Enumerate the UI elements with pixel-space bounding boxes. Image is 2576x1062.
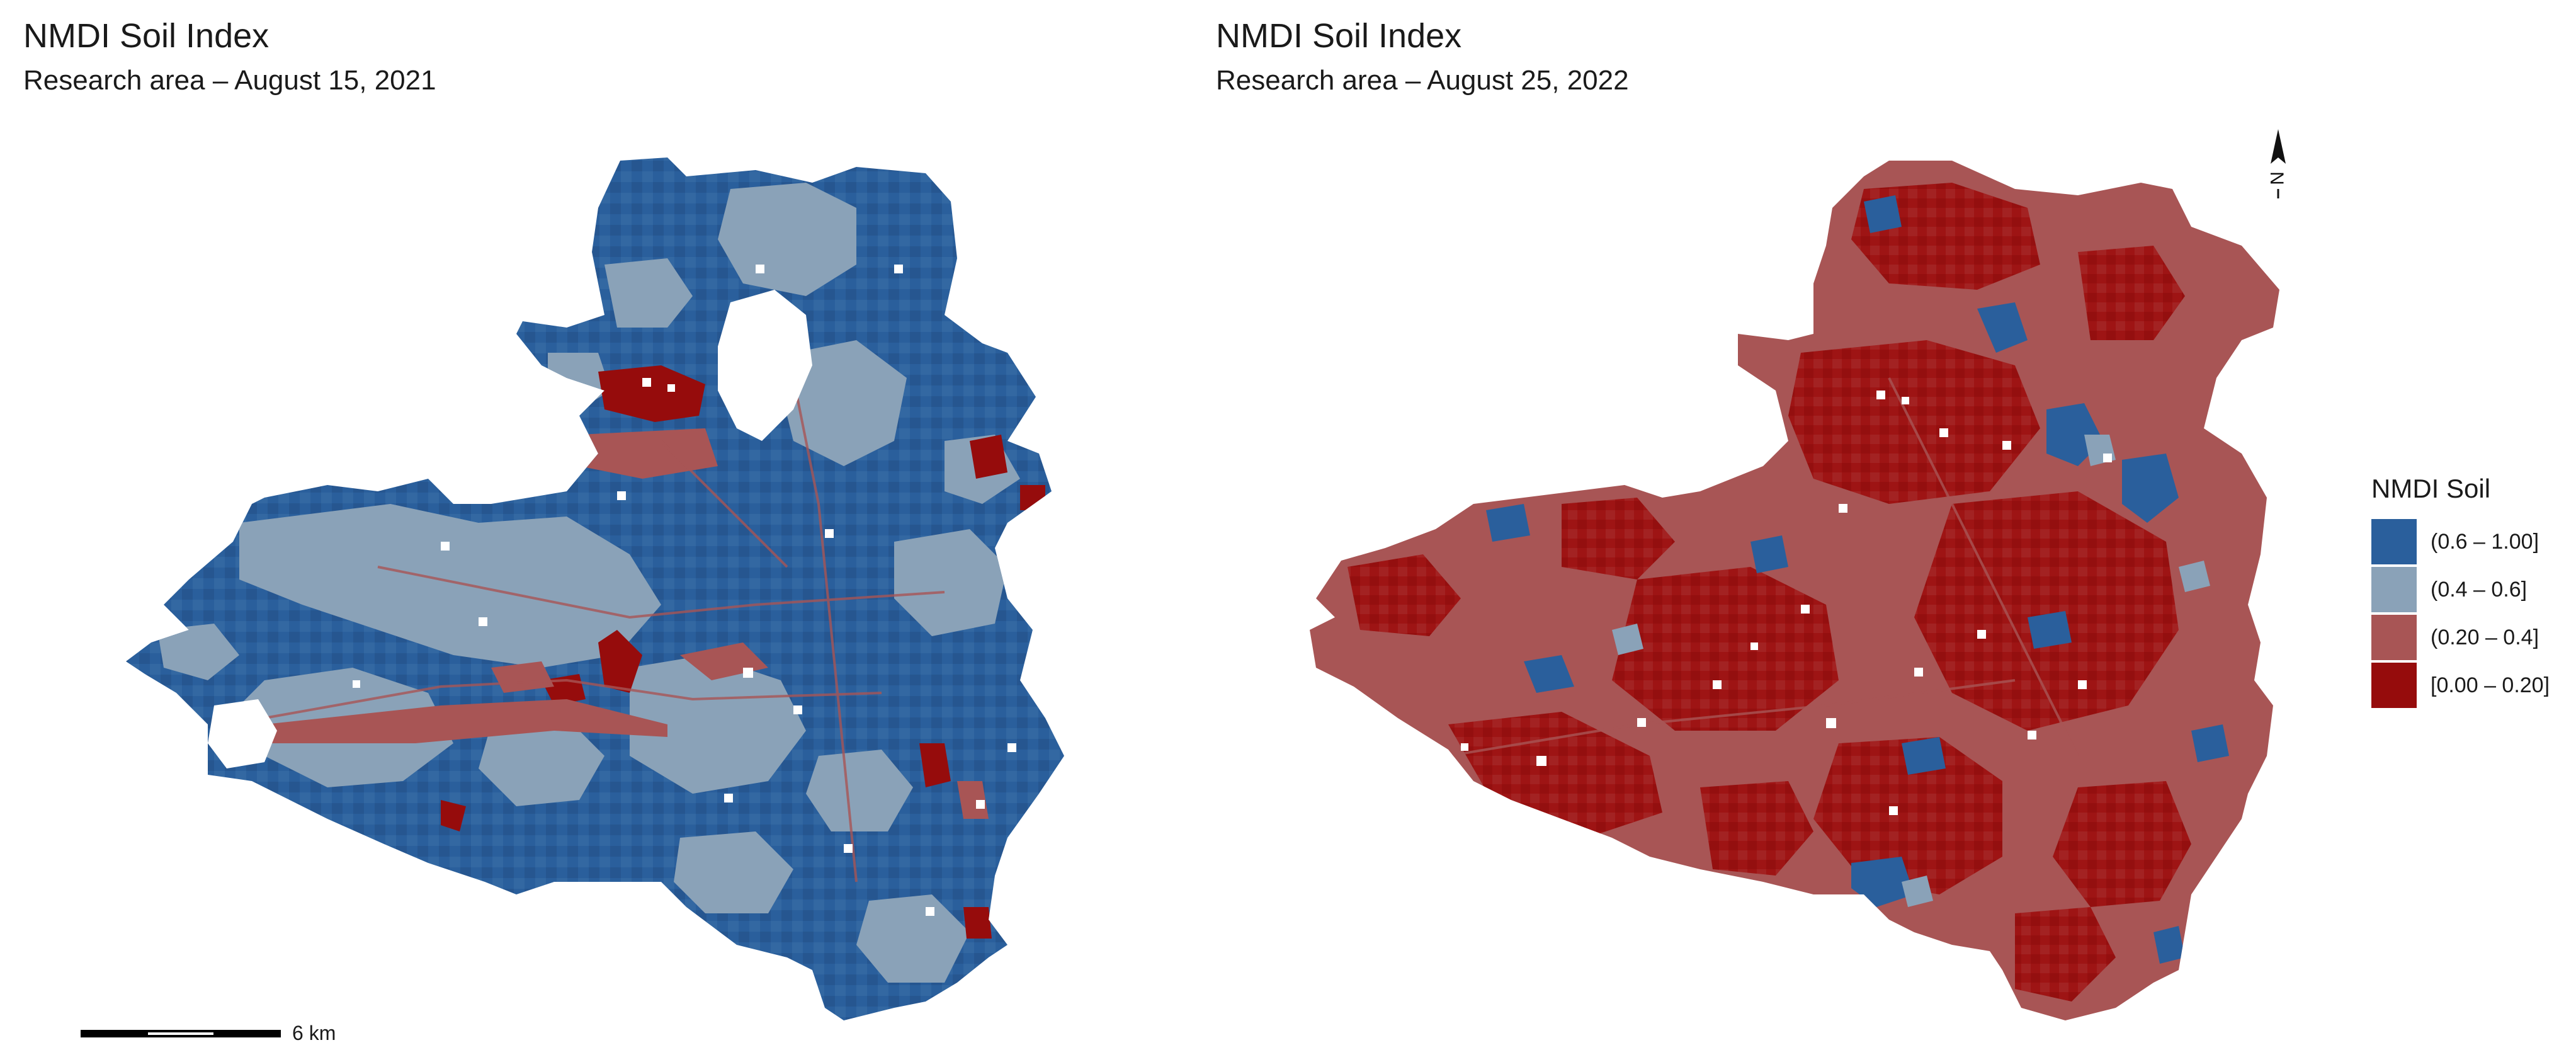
left-map-subtitle: Research area – August 15, 2021 [23,65,436,96]
legend-label: [0.00 – 0.20] [2431,673,2550,697]
legend-label: (0.6 – 1.00] [2431,529,2539,554]
legend-item: [0.00 – 0.20] [2371,661,2550,709]
left-moisture-map [126,157,1064,1020]
legend-label: (0.20 – 0.4] [2431,625,2539,649]
legend-item: (0.6 – 1.00] [2371,518,2550,566]
left-map-title: NMDI Soil Index [23,17,270,55]
scale-bar-graphic [81,1029,281,1037]
legend-item: (0.4 – 0.6] [2371,566,2550,614]
right-map-subtitle: Research area – August 25, 2022 [1216,65,1629,96]
scale-bar-label: 6 km [292,1022,336,1044]
legend-swatch [2371,663,2417,708]
legend-title: NMDI Soil [2371,474,2491,503]
scale-bar: 6 km [81,1022,336,1045]
legend-label: (0.4 – 0.6] [2431,577,2528,602]
legend-item: (0.20 – 0.4] [2371,614,2550,661]
legend: NMDI Soil (0.6 – 1.00] (0.4 – 0.6] (0.20… [2371,474,2550,709]
legend-swatch [2371,615,2417,660]
legend-swatch [2371,567,2417,612]
north-arrow: N [2266,129,2291,202]
right-moisture-map [1310,161,2279,1020]
north-arrow-label: N [2266,171,2287,185]
right-map-title: NMDI Soil Index [1216,17,1462,55]
legend-swatch [2371,519,2417,564]
north-arrow-icon: N [2266,129,2287,198]
